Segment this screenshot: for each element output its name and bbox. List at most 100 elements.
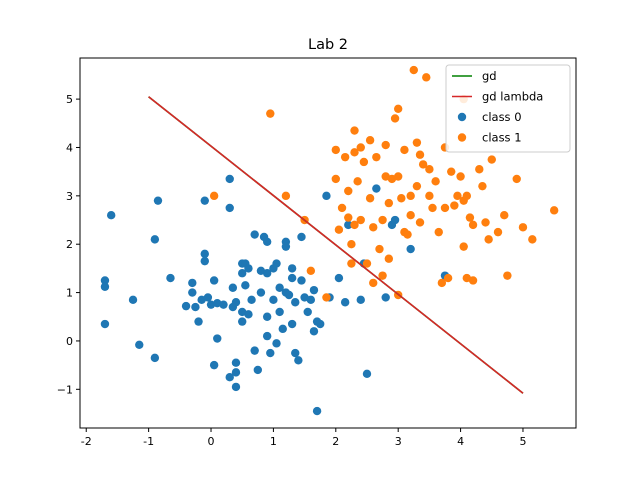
class-0-point	[135, 340, 144, 350]
class-0-point	[194, 317, 203, 326]
class-1-point	[459, 242, 468, 251]
class-0-point	[200, 249, 209, 259]
x-tick-label: 4	[457, 435, 464, 448]
class-1-point	[209, 191, 219, 201]
class-1-point	[425, 191, 434, 201]
class-0-point	[209, 360, 219, 370]
class-0-point	[181, 301, 191, 311]
class-0-point	[340, 298, 350, 307]
class-1-point	[378, 271, 387, 280]
class-0-point	[150, 353, 160, 363]
class-1-point	[475, 165, 484, 174]
class-0-point	[150, 235, 160, 244]
class-1-point	[347, 259, 356, 268]
class-0-point	[100, 282, 110, 291]
legend: gd gd lambda class 0 class 1	[445, 64, 571, 153]
class-0-point	[153, 196, 163, 205]
plot-frame	[79, 57, 577, 429]
class-1-point	[484, 235, 493, 244]
class-1-point	[381, 140, 390, 150]
class-0-point	[244, 264, 253, 273]
class-1-point	[478, 181, 487, 191]
class-0-point	[209, 276, 219, 285]
class-1-point	[369, 278, 378, 288]
class-0-point	[322, 191, 331, 201]
class-1-point	[362, 259, 372, 268]
class-0-point	[188, 288, 197, 297]
class-0-point	[406, 244, 415, 254]
class-1-point	[400, 145, 409, 155]
class-0-point	[238, 317, 247, 326]
x-tick-label: -1	[143, 435, 154, 448]
class-1-point	[331, 174, 340, 184]
class-1-point	[365, 194, 375, 203]
class-0-point	[362, 369, 372, 379]
class-0-point	[225, 174, 234, 184]
class-1-point	[503, 271, 512, 280]
class-0-point	[316, 319, 325, 329]
class-0-point	[287, 319, 297, 329]
class-1-point	[422, 73, 431, 82]
class-0-point	[262, 331, 272, 341]
class-0-point	[253, 365, 263, 375]
x-tick-label: 1	[270, 435, 277, 448]
class-0-point	[231, 358, 241, 367]
class-0-point	[219, 300, 228, 309]
class-1-point	[353, 177, 362, 186]
class-0-point	[231, 368, 241, 377]
class-0-point	[203, 293, 213, 302]
class-1-point	[518, 223, 528, 232]
class-1-point	[425, 165, 434, 174]
class-1-point	[487, 155, 496, 164]
class-0-point	[381, 293, 390, 302]
class-0-point	[166, 273, 175, 283]
class-1-point	[375, 244, 384, 254]
x-tick-label: 3	[395, 435, 402, 448]
y-tick-label: 5	[66, 93, 73, 106]
x-tick-label: 2	[332, 435, 339, 448]
class-1-point	[415, 218, 425, 227]
class-0-point	[106, 210, 116, 220]
class-0-point	[100, 319, 110, 329]
class-0-point	[191, 302, 200, 312]
class-0-point	[312, 406, 322, 416]
class-1-point	[397, 194, 406, 203]
chart-title: Lab 2	[308, 37, 348, 53]
x-tick-label: 5	[519, 435, 526, 448]
class-0-point	[238, 269, 247, 278]
class-1-point	[549, 206, 559, 215]
legend-box	[445, 64, 571, 153]
class-0-point	[231, 382, 241, 392]
x-tick-label: 0	[208, 435, 215, 448]
class-1-point	[393, 104, 403, 113]
line-1	[148, 96, 524, 394]
class-0-point	[262, 312, 272, 321]
class-1-point	[344, 213, 353, 222]
class-1-point	[443, 273, 453, 283]
class-1-point	[266, 109, 275, 118]
y-tick-label: 0	[66, 335, 73, 348]
class-0-point	[269, 295, 278, 305]
class-1-point	[431, 177, 440, 186]
class-1-point	[350, 220, 359, 230]
legend-label: gd	[482, 69, 497, 83]
class-1-point	[350, 126, 359, 135]
class-1-point	[347, 240, 356, 249]
class-1-point	[393, 172, 403, 181]
x-tick-label: -2	[81, 435, 92, 448]
class-0-point	[275, 283, 284, 292]
class-0-point	[200, 256, 209, 266]
class-0-point	[294, 356, 303, 365]
legend-label: gd lambda	[482, 90, 543, 104]
legend-marker-swatch	[457, 133, 467, 142]
class-0-point	[225, 203, 234, 213]
class-0-point	[200, 196, 209, 205]
class-1-point	[437, 278, 447, 288]
class-1-point	[350, 148, 359, 157]
class-0-point	[100, 276, 110, 285]
class-1-point	[340, 152, 350, 162]
class-0-point	[262, 237, 272, 246]
class-1-point	[384, 254, 394, 263]
class-0-point	[278, 324, 287, 334]
class-0-point	[306, 295, 316, 305]
